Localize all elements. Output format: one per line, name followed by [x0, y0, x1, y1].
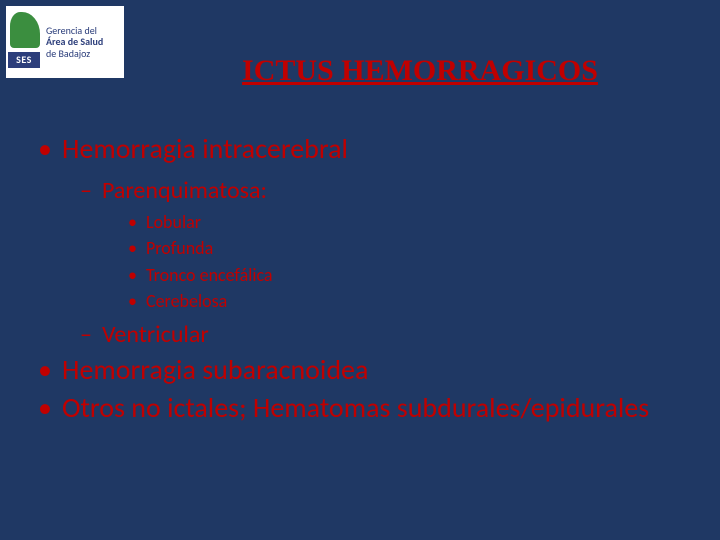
- bullet-lvl3: Profunda: [128, 235, 682, 261]
- bullet-lvl2: Ventricular: [80, 318, 682, 352]
- bullet-lvl3: Cerebelosa: [128, 288, 682, 314]
- bullet-lvl2: Parenquimatosa: Lobular Profunda Tronco …: [80, 174, 682, 314]
- bullet-text: Hemorragia subaracnoidea: [62, 352, 368, 387]
- bullet-text: Ventricular: [102, 320, 209, 349]
- bullet-lvl3: Lobular: [128, 209, 682, 235]
- bullet-lvl1: Hemorragia subaracnoidea: [38, 351, 682, 389]
- slide-content: Hemorragia intracerebral Parenquimatosa:…: [38, 130, 682, 427]
- bullet-text: Lobular: [146, 211, 201, 233]
- bullet-text: Hemorragia intracerebral: [62, 131, 348, 166]
- bullet-text: Cerebelosa: [146, 290, 227, 312]
- bullet-text: Profunda: [146, 237, 213, 259]
- bullet-text: Tronco encefálica: [146, 264, 273, 286]
- bullet-text: Otros no ictales; Hematomas subdurales/e…: [62, 390, 649, 425]
- bullet-lvl1: Otros no ictales; Hematomas subdurales/e…: [38, 389, 682, 427]
- slide-title: ICTUS HEMORRAGICOS: [0, 54, 720, 88]
- bullet-lvl3: Tronco encefálica: [128, 262, 682, 288]
- bullet-text: Parenquimatosa:: [102, 176, 267, 205]
- bullet-lvl1: Hemorragia intracerebral Parenquimatosa:…: [38, 130, 682, 351]
